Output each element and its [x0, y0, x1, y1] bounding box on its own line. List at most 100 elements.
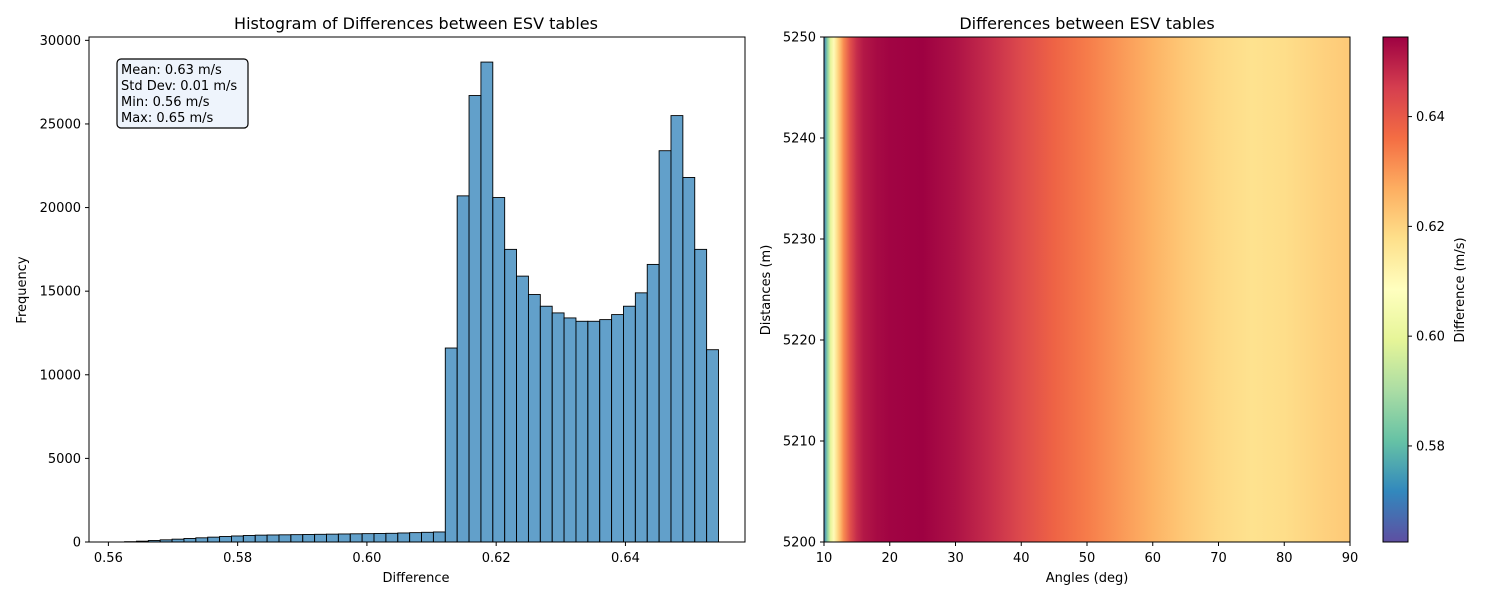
histogram-panel: Histogram of Differences between ESV tab…: [15, 14, 746, 586]
y-tick-label: 5200: [783, 536, 816, 551]
x-tick-label: 0.60: [352, 551, 381, 566]
x-tick-label: 0.64: [611, 551, 640, 566]
histogram-title: Histogram of Differences between ESV tab…: [234, 14, 598, 33]
histogram-bar: [670, 115, 684, 543]
x-tick-label: 30: [947, 551, 964, 566]
histogram-bar: [492, 197, 506, 543]
y-tick-label: 5220: [783, 334, 816, 349]
histogram-y-label: Frequency: [15, 256, 30, 323]
histogram-bar: [658, 150, 672, 543]
histogram-bar: [480, 61, 494, 543]
y-tick-label: 10000: [40, 368, 81, 383]
colorbar-label: Difference (m/s): [1453, 237, 1468, 342]
histogram-bar: [634, 292, 648, 543]
histogram-bar: [599, 319, 613, 543]
histogram-bar: [314, 533, 327, 543]
x-tick-label: 0.58: [223, 551, 252, 566]
histogram-x-ticks: 0.56 0.58 0.60 0.62 0.64: [94, 542, 640, 566]
histogram-bar: [349, 533, 363, 543]
colorbar-tick-label: 0.62: [1416, 220, 1445, 235]
histogram-y-ticks: 0 5000 10000 15000 20000 25000 30000: [40, 34, 89, 551]
histogram-bar: [587, 320, 601, 543]
histogram-bar: [444, 347, 458, 543]
stats-box-background: [116, 58, 249, 129]
x-tick-label: 50: [1079, 551, 1096, 566]
histogram-bar: [563, 317, 577, 543]
histogram-bar: [706, 349, 719, 543]
y-tick-label: 5230: [783, 233, 816, 248]
histogram-bar: [207, 536, 221, 543]
histogram-bar: [373, 533, 387, 543]
x-tick-label: 20: [881, 551, 898, 566]
stats-box: Mean: 0.63 m/s Std Dev: 0.01 m/s Min: 0.…: [116, 58, 249, 129]
y-tick-label: 5000: [48, 452, 81, 467]
histogram-bar: [539, 305, 553, 543]
stats-max: Max: 0.65 m/s: [121, 111, 214, 126]
colorbar-tick-label: 0.58: [1416, 439, 1445, 454]
histogram-bar: [302, 534, 316, 543]
y-tick-label: 5250: [783, 31, 816, 46]
histogram-bar: [527, 294, 541, 543]
colorbar-tick-label: 0.60: [1416, 330, 1445, 345]
colorbar-ticks: 0.58 0.60 0.62 0.64: [1408, 110, 1445, 454]
histogram-bar: [409, 532, 422, 543]
stats-mean: Mean: 0.63 m/s: [121, 63, 222, 78]
histogram-frame: [88, 36, 746, 543]
heatmap-y-label: Distances (m): [759, 245, 774, 336]
colorbar-tick-label: 0.64: [1416, 110, 1445, 125]
histogram-bars: [124, 61, 719, 543]
histogram-bar: [421, 531, 434, 543]
histogram-bar: [254, 534, 268, 543]
x-tick-label: 10: [816, 551, 833, 566]
histogram-bar: [278, 534, 292, 543]
histogram-bar: [516, 275, 529, 543]
histogram-bar: [611, 314, 624, 543]
histogram-bar: [361, 533, 375, 543]
histogram-bar: [575, 320, 589, 543]
y-tick-label: 5240: [783, 132, 816, 147]
histogram-bar: [623, 305, 636, 543]
histogram-bar: [432, 531, 446, 543]
y-tick-label: 15000: [40, 285, 81, 300]
histogram-bar: [290, 534, 304, 543]
histogram-bar: [183, 538, 197, 543]
x-tick-label: 80: [1276, 551, 1293, 566]
histogram-bar: [694, 248, 708, 543]
colorbar: [1382, 36, 1409, 543]
histogram-bar: [219, 536, 232, 543]
y-tick-label: 0: [73, 536, 81, 551]
x-tick-label: 60: [1144, 551, 1161, 566]
heatmap-y-ticks: 5200 5210 5220 5230 5240 5250: [783, 31, 824, 551]
heatmap-title: Differences between ESV tables: [959, 14, 1214, 33]
histogram-bar: [231, 535, 244, 543]
y-tick-label: 30000: [40, 34, 81, 49]
y-tick-label: 20000: [40, 201, 81, 216]
stats-std-dev: Std Dev: 0.01 m/s: [121, 79, 237, 94]
histogram-bar: [195, 537, 209, 543]
histogram-bar: [397, 532, 411, 543]
heatmap-panel: Differences between ESV tables 10 20 30 40 5…: [759, 14, 1468, 586]
histogram-x-label: Difference: [382, 571, 449, 586]
histogram-bar: [504, 248, 518, 543]
histogram-bar: [266, 534, 280, 543]
x-tick-label: 90: [1342, 551, 1359, 566]
histogram-bar: [646, 263, 660, 543]
histogram-bar: [385, 532, 399, 543]
histogram-bar: [468, 95, 482, 543]
y-tick-label: 25000: [40, 117, 81, 132]
heatmap-x-ticks: 10 20 30 40 50 60 70 80 90: [816, 542, 1359, 566]
x-tick-label: 70: [1210, 551, 1227, 566]
histogram-bar: [551, 312, 565, 543]
heatmap-x-label: Angles (deg): [1046, 571, 1129, 586]
x-tick-label: 0.62: [482, 551, 511, 566]
stats-min: Min: 0.56 m/s: [121, 95, 210, 110]
heatmap-image: [824, 37, 1350, 542]
histogram-bar: [326, 533, 339, 543]
histogram-bar: [456, 195, 470, 543]
histogram-bar: [337, 533, 351, 543]
y-tick-label: 5210: [783, 435, 816, 450]
histogram-bar: [682, 177, 696, 543]
x-tick-label: 40: [1013, 551, 1030, 566]
histogram-bar: [242, 535, 256, 543]
